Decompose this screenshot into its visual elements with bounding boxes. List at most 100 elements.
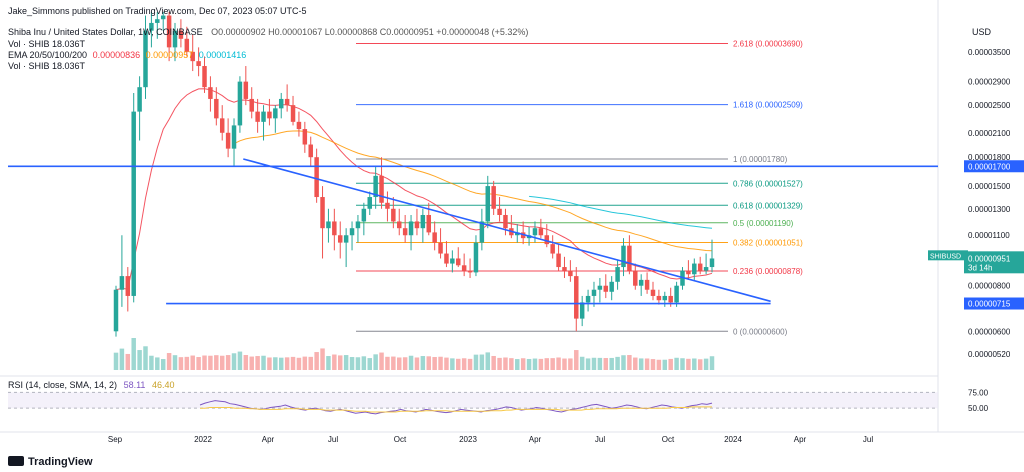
fib-level-label: 0 (0.00000600) <box>733 327 788 336</box>
volume-bar <box>568 358 573 370</box>
candle <box>609 276 614 301</box>
legend-volume[interactable]: Vol · SHIB 18.036T <box>8 39 86 49</box>
volume-bar <box>255 356 260 370</box>
x-tick-label: Jul <box>863 435 873 444</box>
volume-bar <box>597 357 603 370</box>
candle-body <box>532 228 538 236</box>
candle-body <box>373 175 378 198</box>
volume-bar <box>219 355 225 370</box>
x-tick-label: Apr <box>262 435 275 444</box>
candle <box>184 26 190 57</box>
volume-bar <box>261 355 266 370</box>
volume-bar <box>143 346 148 370</box>
fib-level-label: 0.236 (0.00000878) <box>733 267 803 276</box>
candle <box>491 180 496 215</box>
volume-bar <box>485 352 491 370</box>
y-tick-label: 0.00002500 <box>968 101 1011 110</box>
candle <box>296 111 302 137</box>
volume-bar <box>160 359 166 370</box>
candle-body <box>237 81 243 126</box>
rsi-value: 58.11 <box>123 380 146 390</box>
x-tick-label: Jul <box>595 435 605 444</box>
rsi-level-label: 50.00 <box>968 404 989 413</box>
legend-volume-2[interactable]: Vol · SHIB 18.036T <box>8 61 86 71</box>
candle-body <box>208 87 213 99</box>
fib-level-label: 2.618 (0.00003690) <box>733 39 803 48</box>
candle <box>243 66 249 106</box>
candle <box>284 84 290 112</box>
candle-body <box>408 221 414 236</box>
x-tick-label: Oct <box>662 435 675 444</box>
candle <box>650 281 656 301</box>
y-tick-label: 0.00000600 <box>968 327 1011 336</box>
candle-body <box>178 30 184 39</box>
volume-bar <box>308 356 313 370</box>
rsi-level-label: 75.00 <box>968 388 989 397</box>
candle <box>509 214 514 239</box>
volume-bar <box>697 359 703 370</box>
candle <box>656 289 662 305</box>
candle-body <box>349 228 355 236</box>
candle <box>225 118 231 158</box>
symbol-name: Shiba Inu / United States Dollar, 1W, CO… <box>8 27 203 37</box>
candle-body <box>473 242 479 273</box>
y-tick-label: 0.00000520 <box>968 350 1011 359</box>
y-tick-label: 0.00001800 <box>968 153 1011 162</box>
volume-bar <box>633 357 638 370</box>
candle-body <box>190 51 195 62</box>
volume-bar <box>603 358 609 370</box>
candle <box>196 47 201 77</box>
legend-ema[interactable]: EMA 20/50/100/200 0.00000836 0.00000957 … <box>8 50 246 60</box>
tradingview-logo[interactable]: TradingView <box>8 456 93 468</box>
candle-body <box>155 19 160 23</box>
volume-bar <box>556 357 561 370</box>
x-tick-label: Apr <box>529 435 542 444</box>
rsi-ma-line <box>200 406 712 413</box>
candle-body <box>692 263 697 275</box>
candle-body <box>214 98 219 119</box>
candle-body <box>650 289 656 296</box>
volume-bar <box>314 352 319 370</box>
candle-body <box>143 30 148 88</box>
candle <box>538 218 544 239</box>
volume-bar <box>402 357 408 370</box>
volume-bar <box>444 357 449 370</box>
candle-body <box>296 121 302 130</box>
candle-body <box>125 276 131 296</box>
currency-label: USD <box>972 27 992 37</box>
candle <box>432 221 437 251</box>
candle-body <box>414 221 420 229</box>
rsi-ma-value: 46.40 <box>151 380 175 390</box>
candle-body <box>255 111 260 122</box>
volume-bar <box>302 356 308 370</box>
y-tick-label: 0.00002900 <box>968 78 1011 87</box>
candle-body <box>326 221 331 229</box>
candle-body <box>491 186 496 209</box>
candle-body <box>290 105 296 122</box>
x-tick-label: 2024 <box>724 435 742 444</box>
candle-body <box>160 15 166 20</box>
volume-bar <box>119 348 125 370</box>
volume-bar <box>184 356 190 370</box>
candle-body <box>273 108 278 119</box>
rsi-legend[interactable]: RSI (14, close, SMA, 14, 2) 58.11 46.40 <box>8 380 174 390</box>
volume-bar <box>343 355 349 370</box>
candle-body <box>444 253 449 264</box>
candle-body <box>149 22 154 31</box>
volume-bar <box>296 357 302 370</box>
candle <box>638 274 644 296</box>
candle-body <box>550 244 555 254</box>
y-tick-label: 0.00001500 <box>968 182 1011 191</box>
volume-bar <box>190 355 195 370</box>
ema20-value: 0.00000836 <box>92 50 141 60</box>
legend-symbol[interactable]: Shiba Inu / United States Dollar, 1W, CO… <box>8 27 528 37</box>
volume-bar <box>538 358 544 370</box>
candle-body <box>674 285 679 303</box>
candle <box>160 12 166 31</box>
candle-body <box>426 214 431 233</box>
candle-body <box>438 242 443 254</box>
candle-body <box>703 267 709 271</box>
candle <box>137 76 142 141</box>
volume-bar <box>125 353 131 370</box>
